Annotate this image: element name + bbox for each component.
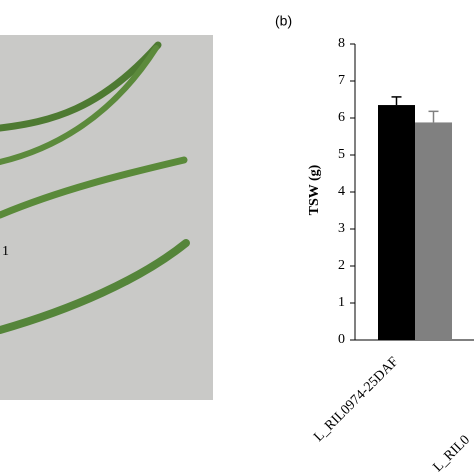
- y-tick-label: 0: [338, 332, 345, 347]
- y-tick-label: 5: [338, 147, 345, 162]
- bar: [378, 105, 415, 340]
- y-tick-label: 1: [338, 295, 345, 310]
- bar: [415, 122, 452, 340]
- y-tick-label: 6: [338, 110, 345, 125]
- y-tick-label: 3: [338, 221, 345, 236]
- chart-title: (b): [275, 13, 292, 29]
- photo-label: 1: [2, 244, 9, 259]
- siliques: [0, 41, 190, 334]
- y-tick-label: 2: [338, 258, 345, 273]
- y-axis-label: TSW (g): [307, 164, 322, 215]
- y-tick-label: 8: [338, 36, 345, 51]
- photo-background: [0, 35, 213, 400]
- y-tick-label: 7: [338, 73, 345, 88]
- y-tick-label: 4: [338, 184, 345, 199]
- x-tick-label: L_RIL0974-25DAF: [311, 354, 402, 445]
- x-tick-label: L_RIL0: [430, 433, 473, 474]
